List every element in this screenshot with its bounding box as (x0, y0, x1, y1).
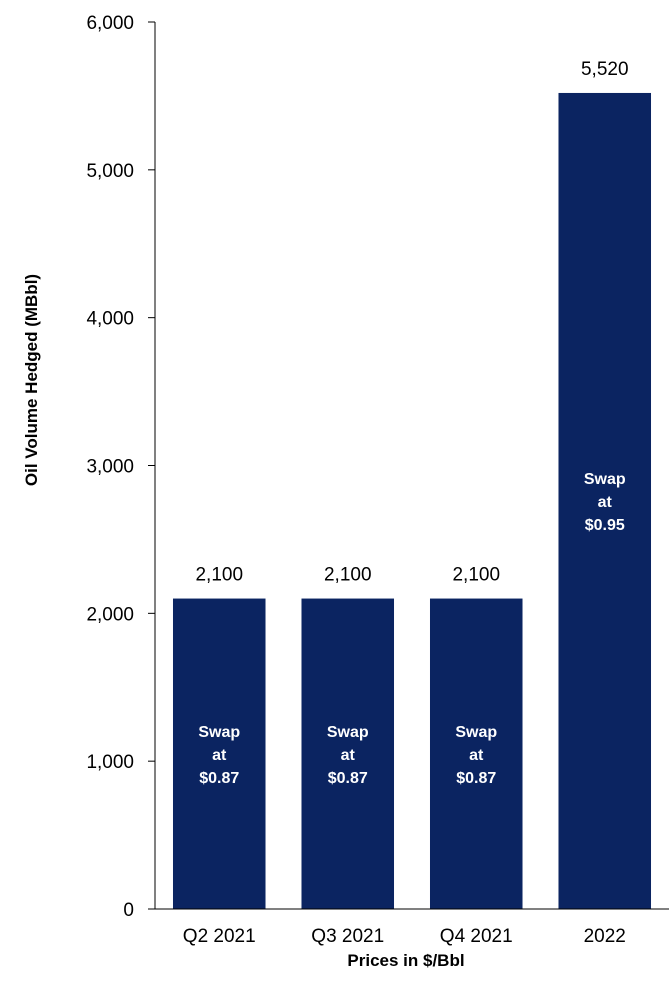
bar-inner-label: $0.87 (328, 770, 368, 787)
x-tick-label: Q3 2021 (311, 926, 384, 947)
bar-inner-label: at (341, 747, 356, 764)
data-label: 2,100 (324, 565, 372, 586)
y-tick-label: 1,000 (86, 752, 134, 773)
bar-inner-label: at (598, 494, 613, 511)
y-axis: 0 1,000 2,000 3,000 4,000 5,000 6,000 (86, 13, 156, 921)
x-axis-title: Prices in $/Bbl (347, 951, 464, 970)
bar-inner-label: $0.87 (456, 770, 496, 787)
bar (429, 598, 523, 909)
y-tick-label: 2,000 (86, 604, 134, 625)
bar-inner-label: $0.95 (585, 517, 625, 534)
bar-inner-label: Swap (327, 724, 369, 741)
bar-inner-label: Swap (455, 724, 497, 741)
y-axis-title: Oil Volume Hedged (MBbl) (22, 274, 41, 486)
bar-inner-label: $0.87 (199, 770, 239, 787)
bar (558, 92, 652, 909)
bar-inner-label: Swap (584, 471, 626, 488)
bar (301, 598, 395, 909)
x-tick-label: Q4 2021 (440, 926, 513, 947)
y-tick-label: 6,000 (86, 13, 134, 34)
y-tick-label: 5,000 (86, 161, 134, 182)
data-label: 2,100 (195, 565, 243, 586)
bar-inner-label: Swap (198, 724, 240, 741)
data-label: 5,520 (581, 59, 629, 80)
bars: 2,100 Swap at $0.87 2,100 Swap at $0.87 2,100 Swa… (172, 59, 652, 909)
bar (172, 598, 266, 909)
bar-inner-label: at (469, 747, 484, 764)
x-tick-label: Q2 2021 (183, 926, 256, 947)
x-axis: Q2 2021 Q3 2021 Q4 2021 2022 (155, 908, 669, 947)
bar-inner-label: at (212, 747, 227, 764)
y-tick-label: 4,000 (86, 309, 134, 330)
x-tick-label: 2022 (584, 926, 626, 947)
data-label: 2,100 (452, 565, 500, 586)
y-tick-label: 3,000 (86, 457, 134, 478)
y-tick-label: 0 (123, 900, 134, 921)
